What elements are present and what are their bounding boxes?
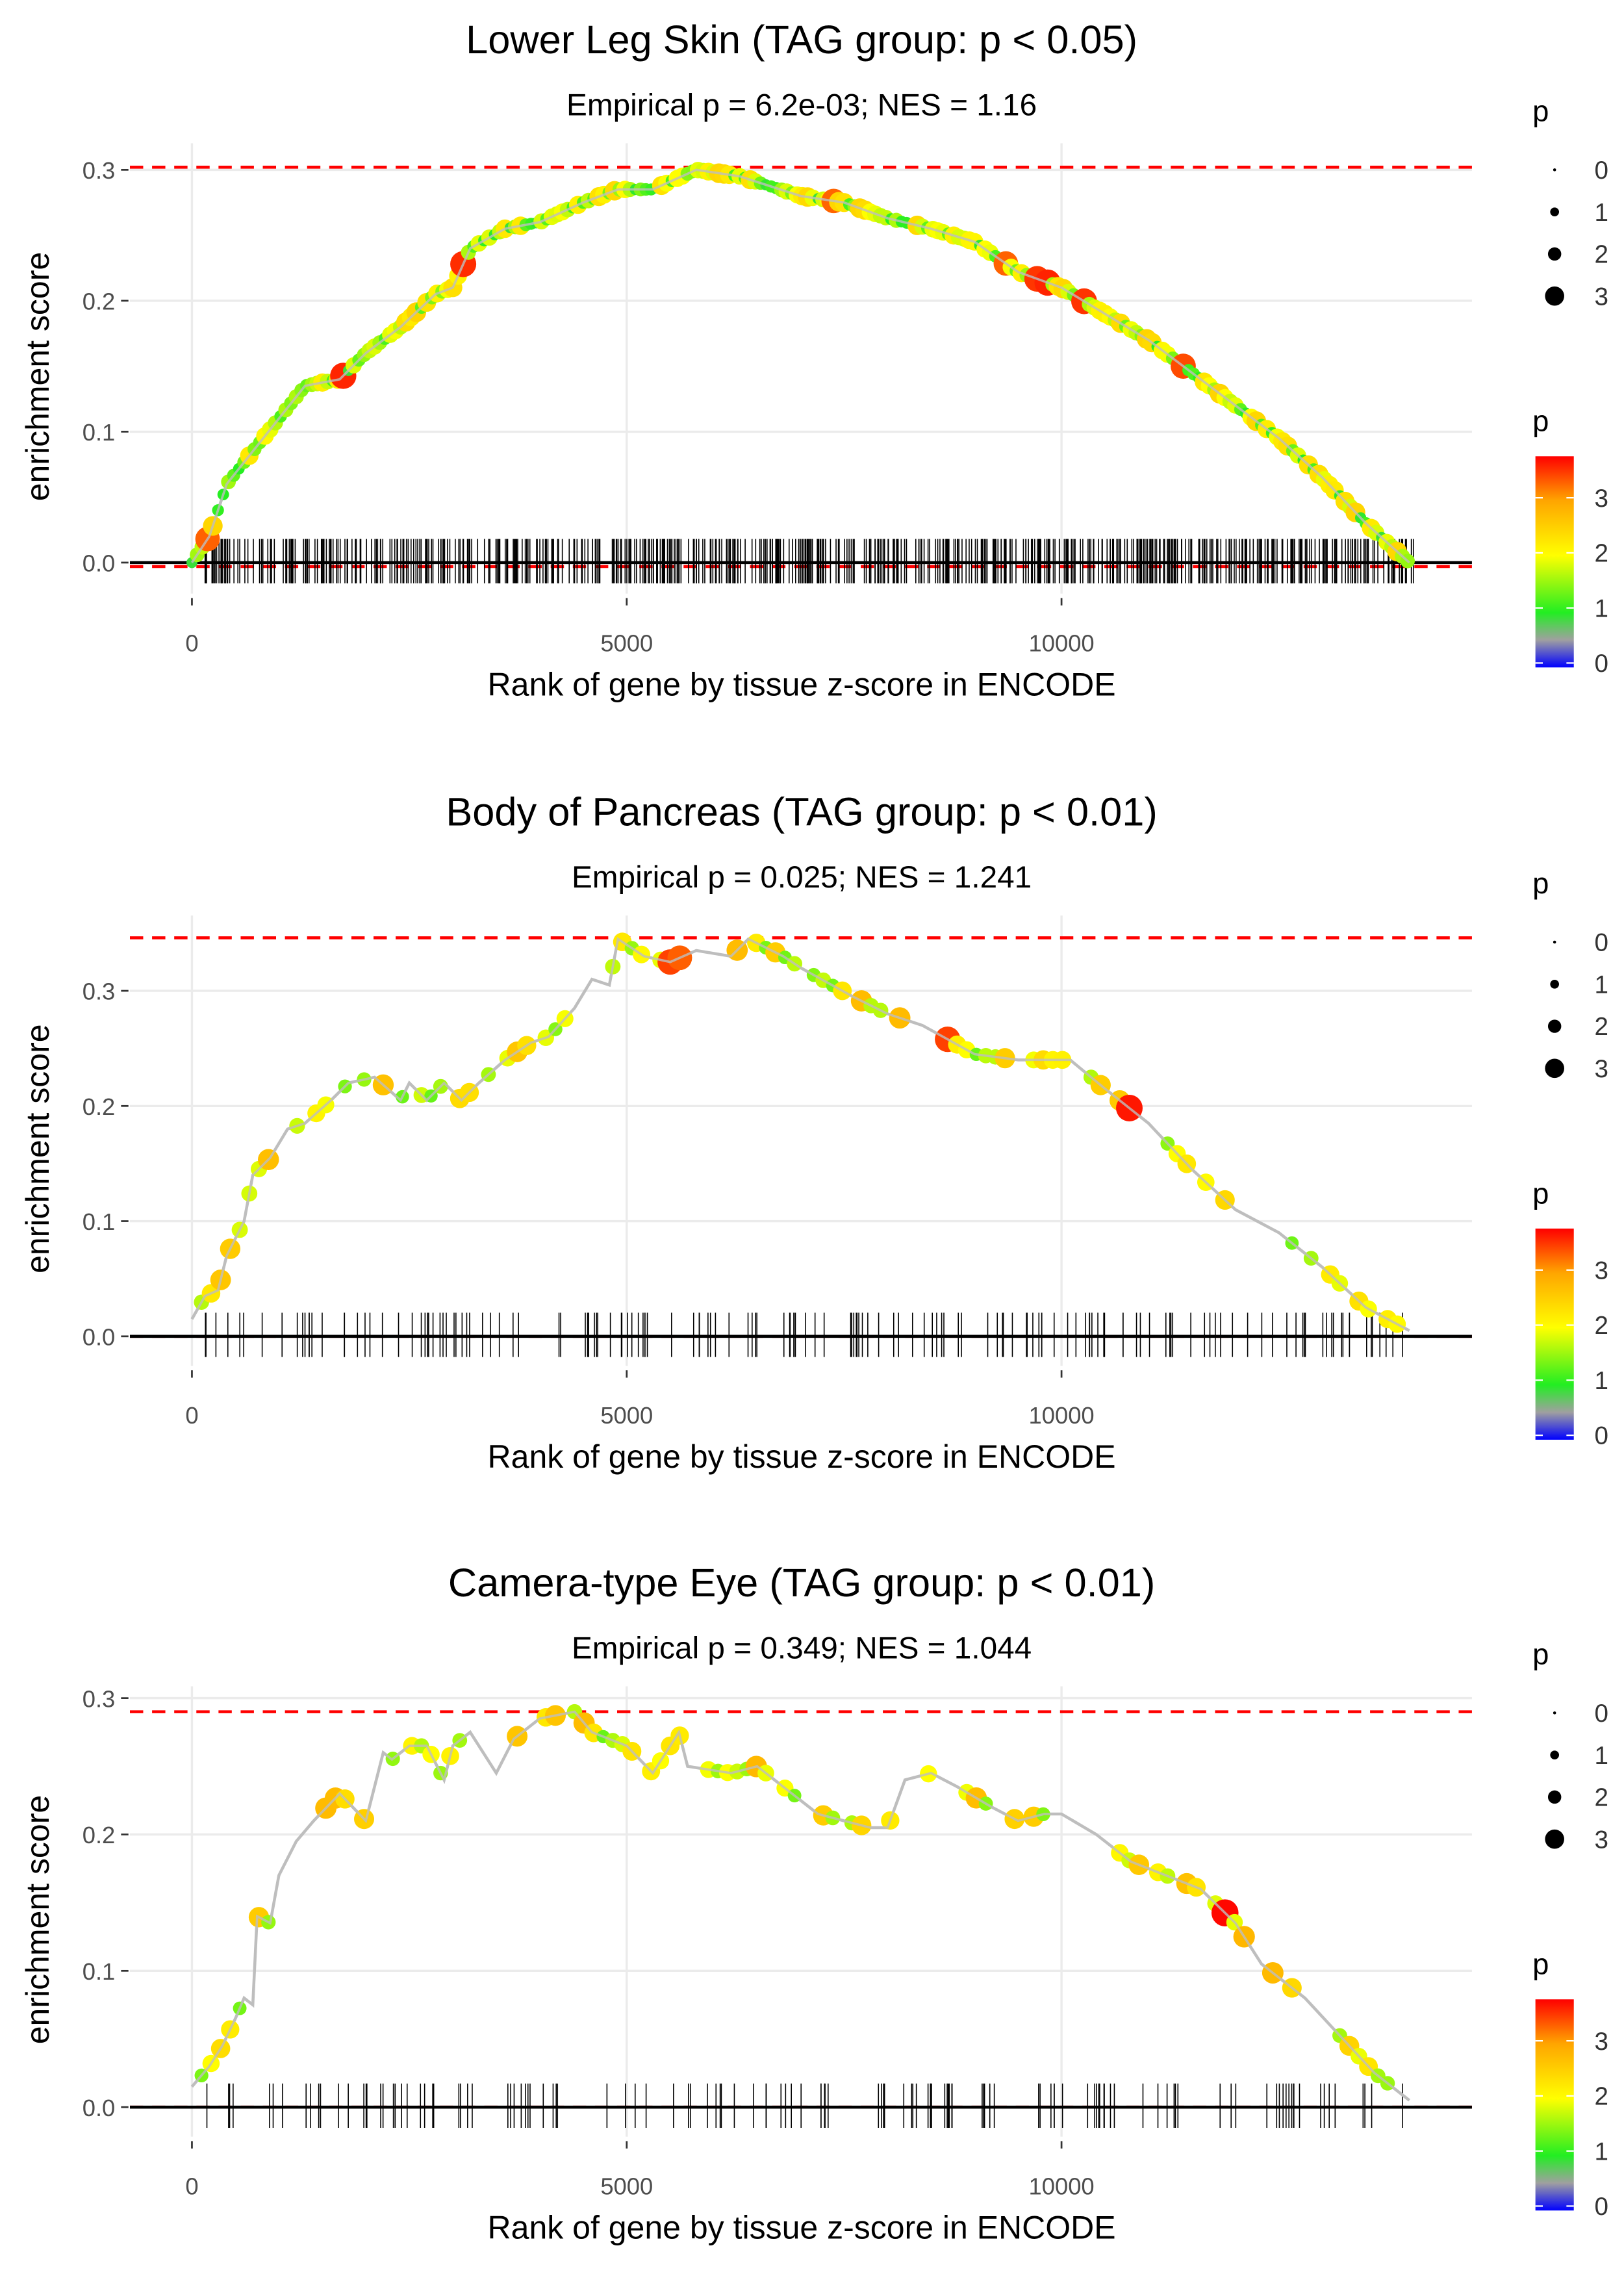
panel-1: 0 5000 10000 0.0 0.1 0.2 0.3 Lower Leg Skin (TA…	[19, 18, 1608, 703]
size-legend-label: 3	[1595, 1826, 1608, 1854]
chart-subtitle: Empirical p = 0.349; NES = 1.044	[572, 1631, 1032, 1665]
color-bar-label: 3	[1595, 1257, 1608, 1284]
panel-2: 0 5000 10000 0.0 0.1 0.2 0.3 Body of Pancreas (…	[19, 789, 1608, 1475]
y-tick-label: 0.0	[82, 2095, 116, 2121]
legend-3: p 0 1 2 3 p 0 1 2 3	[1532, 1637, 1608, 2221]
color-legend-title: p	[1532, 1177, 1549, 1210]
x-tick-label: 0	[185, 1402, 198, 1429]
es-line-overlay	[191, 1710, 1410, 2102]
size-legend-label: 1	[1595, 1742, 1608, 1770]
y-tick-label: 0.2	[82, 1822, 116, 1848]
color-bar	[1535, 456, 1574, 668]
x-tick-label: 5000	[600, 2173, 653, 2199]
size-legend-dot	[1550, 207, 1559, 216]
y-axis-label: enrichment score	[19, 252, 56, 502]
es-line	[190, 936, 1410, 1332]
color-bar-label: 1	[1595, 594, 1608, 622]
y-tick-label: 0.0	[82, 550, 116, 577]
color-bar-label: 2	[1595, 2083, 1608, 2111]
es-line	[190, 168, 1411, 564]
chart-subtitle: Empirical p = 6.2e-03; NES = 1.16	[566, 88, 1037, 122]
color-bar	[1535, 1228, 1574, 1440]
color-bar-label: 1	[1595, 1367, 1608, 1395]
y-tick-label: 0.2	[82, 288, 116, 315]
x-axis-label: Rank of gene by tissue z-score in ENCODE	[488, 666, 1116, 702]
color-bar-label: 2	[1595, 1312, 1608, 1340]
size-legend-label: 2	[1595, 241, 1608, 269]
size-legend-label: 1	[1595, 199, 1608, 227]
size-legend-title: p	[1532, 867, 1549, 900]
chart-title: Camera-type Eye (TAG group: p < 0.01)	[448, 1561, 1155, 1605]
es-line-overlay	[190, 168, 1410, 564]
size-legend-label: 3	[1595, 283, 1608, 311]
legend-2: p 0 1 2 3 p 0 1 2 3	[1532, 867, 1608, 1450]
x-tick-label: 0	[185, 2173, 198, 2199]
y-tick-label: 0.0	[82, 1323, 116, 1350]
size-legend-dot	[1547, 1790, 1562, 1804]
size-legend-dot	[1550, 1750, 1559, 1759]
legend-1: p 0 1 2 3 p 0 1 2 3	[1532, 94, 1608, 678]
chart-subtitle: Empirical p = 0.025; NES = 1.241	[572, 860, 1032, 895]
size-legend-label: 0	[1595, 157, 1608, 185]
x-tick-label: 10000	[1029, 1402, 1095, 1429]
y-tick-label: 0.3	[82, 978, 116, 1005]
chart-title: Body of Pancreas (TAG group: p < 0.01)	[446, 789, 1157, 834]
size-legend-dot	[1553, 940, 1556, 944]
color-bar-label: 2	[1595, 540, 1608, 568]
y-axis-label: enrichment score	[19, 1795, 56, 2045]
y-tick-label: 0.3	[82, 157, 116, 184]
color-legend-title: p	[1532, 405, 1549, 438]
panel-3: 0 5000 10000 0.0 0.1 0.2 0.3 Camera-type Eye (T…	[19, 1561, 1608, 2246]
color-bar-label: 0	[1595, 1422, 1608, 1450]
size-legend-dot	[1545, 286, 1564, 306]
chart-title: Lower Leg Skin (TAG group: p < 0.05)	[466, 18, 1137, 62]
color-bar-label: 0	[1595, 650, 1608, 678]
size-legend-label: 2	[1595, 1013, 1608, 1041]
y-tick-label: 0.1	[82, 1208, 116, 1235]
x-axis-label: Rank of gene by tissue z-score in ENCODE	[488, 2209, 1116, 2245]
size-legend-label: 0	[1595, 929, 1608, 957]
x-tick-label: 10000	[1029, 2173, 1095, 2199]
color-bar	[1535, 1999, 1574, 2211]
size-legend-title: p	[1532, 1637, 1549, 1670]
color-bar-label: 3	[1595, 485, 1608, 513]
size-legend-dot	[1545, 1058, 1564, 1079]
color-bar-label: 0	[1595, 2193, 1608, 2221]
y-tick-label: 0.2	[82, 1093, 116, 1120]
size-legend-dot	[1553, 168, 1556, 172]
size-legend-label: 1	[1595, 971, 1608, 999]
y-tick-label: 0.1	[82, 1958, 116, 1985]
size-legend-dot	[1547, 247, 1562, 261]
size-legend-label: 0	[1595, 1700, 1608, 1728]
size-legend-title: p	[1532, 94, 1549, 127]
x-tick-label: 0	[185, 630, 198, 656]
size-legend-dot	[1550, 979, 1559, 989]
y-tick-label: 0.1	[82, 419, 116, 446]
color-legend-title: p	[1532, 1948, 1549, 1981]
color-bar-label: 3	[1595, 2028, 1608, 2056]
color-bar-label: 1	[1595, 2138, 1608, 2165]
size-legend-label: 2	[1595, 1784, 1608, 1812]
size-legend-dot	[1553, 1711, 1556, 1715]
es-line-overlay	[190, 937, 1410, 1332]
size-legend-label: 3	[1595, 1055, 1608, 1083]
size-legend-dot	[1545, 1829, 1564, 1849]
x-tick-label: 5000	[600, 630, 653, 656]
x-axis-label: Rank of gene by tissue z-score in ENCODE	[488, 1438, 1116, 1475]
x-tick-label: 10000	[1029, 630, 1095, 656]
x-tick-label: 5000	[600, 1402, 653, 1429]
y-axis-label: enrichment score	[19, 1024, 56, 1273]
size-legend-dot	[1547, 1019, 1562, 1033]
y-tick-label: 0.3	[82, 1685, 116, 1712]
